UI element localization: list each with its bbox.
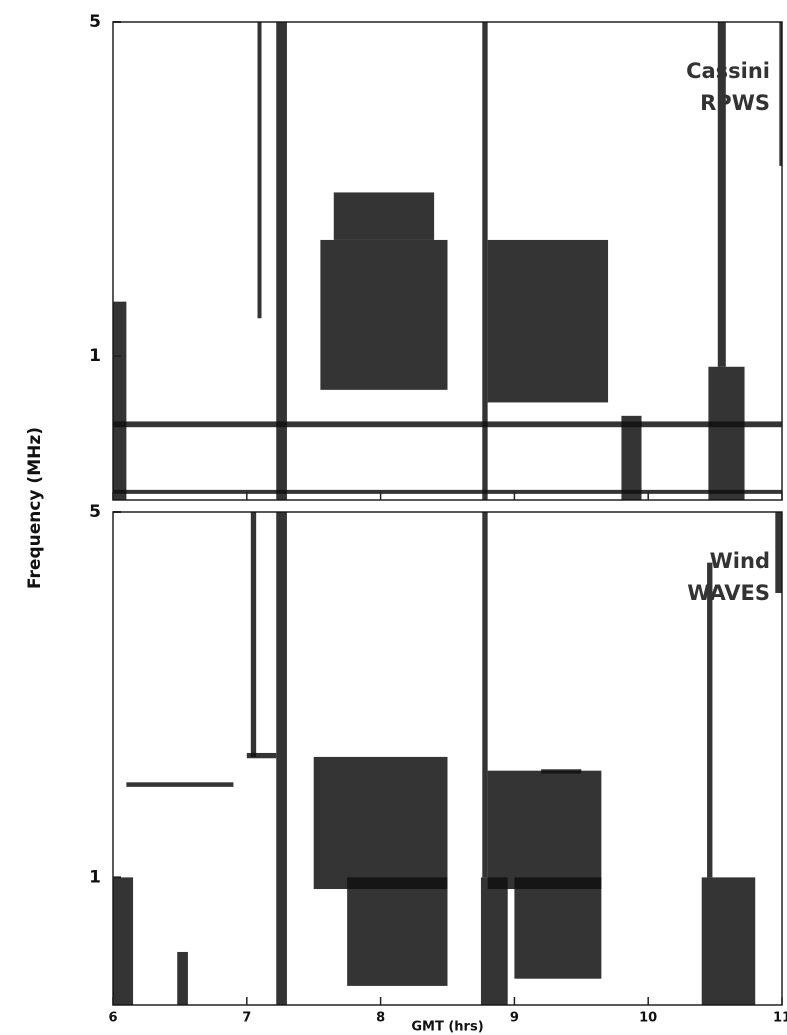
emission-region — [276, 22, 287, 500]
x-tick-label: 8 — [376, 1011, 385, 1026]
annotation: RPWS — [700, 91, 770, 115]
x-tick-label: 11 — [773, 1011, 787, 1026]
emission-region — [250, 512, 257, 757]
emission-region — [320, 239, 448, 390]
x-tick-label: 6 — [108, 1011, 117, 1026]
emission-region — [480, 877, 508, 1005]
emission-region — [113, 301, 127, 500]
x-tick-label: 7 — [242, 1011, 251, 1026]
emission-region — [707, 562, 713, 878]
emission-region — [487, 239, 609, 403]
emission-region — [717, 22, 726, 367]
emission-region — [333, 192, 435, 240]
emission-region — [701, 877, 756, 1005]
emission-region — [514, 877, 602, 979]
emission-region — [621, 415, 642, 500]
annotation: Cassini — [686, 59, 770, 83]
emission-region — [276, 512, 287, 1005]
emission-region — [487, 770, 602, 890]
x-tick-label: 9 — [510, 1011, 519, 1026]
annotation: WAVES — [687, 581, 770, 605]
emission-region — [779, 22, 782, 166]
emission-region — [541, 769, 582, 774]
x-axis-label: GMT (hrs) — [411, 1020, 483, 1035]
emission-region — [246, 752, 277, 759]
y-tick-label: 5 — [89, 12, 101, 32]
emission-region — [482, 512, 488, 878]
emission-region — [347, 877, 448, 986]
emission-region — [775, 512, 782, 593]
emission-region — [482, 22, 488, 500]
y-tick-label: 1 — [89, 867, 101, 887]
emission-region — [177, 951, 188, 1005]
emission-region — [708, 366, 745, 500]
annotation: Wind — [710, 549, 770, 573]
emission-region — [257, 22, 262, 319]
emission-region — [313, 756, 448, 890]
y-tick-label: 1 — [89, 346, 101, 366]
emission-region — [113, 421, 782, 428]
y-tick-label: 5 — [89, 502, 101, 522]
emission-region — [113, 489, 782, 494]
x-tick-label: 10 — [639, 1011, 657, 1026]
emission-region — [126, 782, 234, 787]
emission-region — [113, 877, 134, 1005]
y-axis-label: Frequency (MHz) — [25, 427, 45, 589]
